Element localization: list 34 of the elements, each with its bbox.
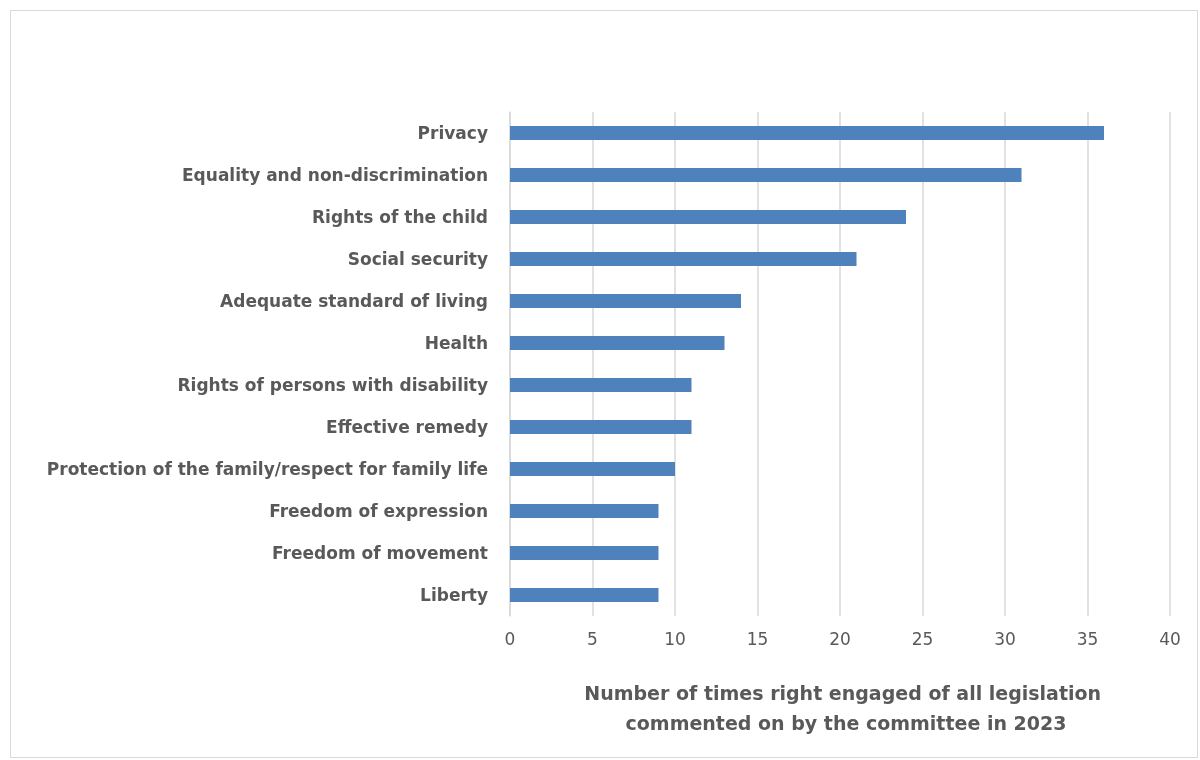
y-tick-label: Rights of the child: [311, 207, 488, 227]
x-tick-label: 30: [994, 628, 1016, 649]
x-tick-label: 20: [829, 628, 851, 649]
x-tick-label: 5: [587, 628, 598, 649]
y-tick-label: Freedom of expression: [269, 501, 488, 521]
y-tick-label: Protection of the family/respect for family life: [46, 459, 488, 479]
y-tick-label: Freedom of movement: [272, 543, 488, 563]
bar: [510, 294, 741, 308]
y-tick-label: Privacy: [417, 123, 488, 143]
x-tick-label: 40: [1159, 628, 1181, 649]
y-tick-label: Rights of persons with disability: [177, 375, 488, 395]
x-axis-title: Number of times right engaged of all legislation commented on by the committee in 2023: [584, 682, 1108, 734]
y-tick-label: Social security: [347, 249, 488, 269]
bar: [510, 210, 906, 224]
y-tick-label: Adequate standard of living: [220, 291, 488, 311]
bar: [510, 378, 692, 392]
x-tick-label: 35: [1076, 628, 1099, 649]
bar: [510, 504, 659, 518]
y-tick-label: Liberty: [420, 585, 488, 605]
bar: [510, 462, 675, 476]
y-tick-label: Equality and non-discrimination: [182, 165, 488, 185]
bar: [510, 252, 857, 266]
x-tick-label: 0: [504, 628, 516, 649]
bar: [510, 420, 692, 434]
y-tick-label: Effective remedy: [326, 417, 488, 437]
y-tick-label: Health: [424, 333, 488, 353]
bar: [510, 588, 659, 602]
x-tick-label: 25: [911, 628, 934, 649]
x-tick-label: 10: [664, 628, 686, 649]
bar: [510, 336, 725, 350]
bar: [510, 546, 659, 560]
bar: [510, 126, 1104, 140]
bar: [510, 168, 1022, 182]
x-tick-label: 15: [746, 628, 769, 649]
